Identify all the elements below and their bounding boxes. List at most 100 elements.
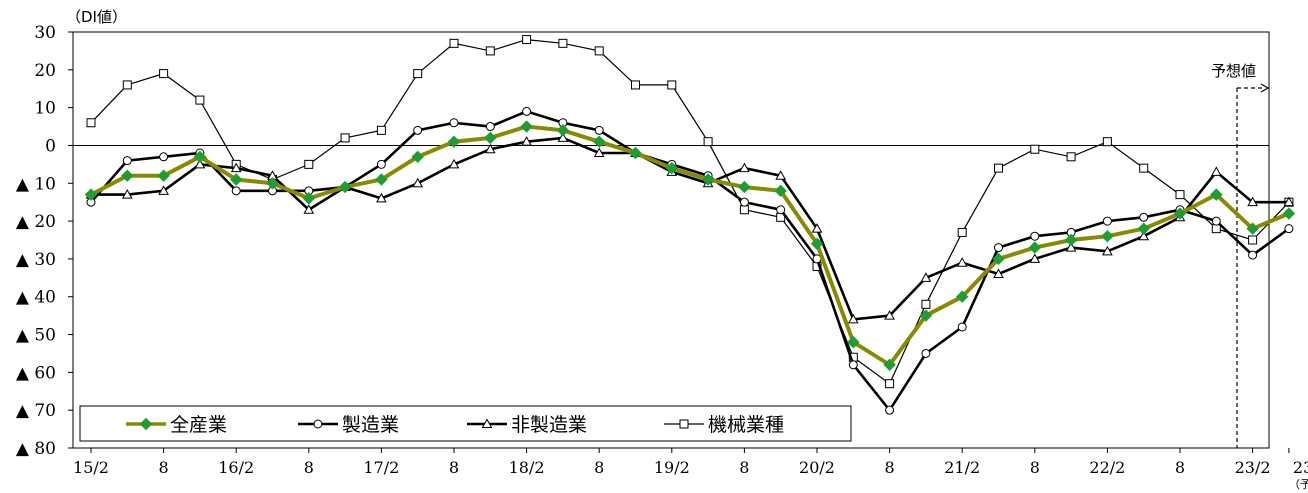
series-square bbox=[86, 35, 1294, 389]
data-point bbox=[412, 177, 424, 188]
data-point bbox=[1102, 216, 1112, 226]
data-point bbox=[376, 192, 387, 203]
data-point bbox=[703, 137, 713, 147]
data-point bbox=[629, 146, 642, 160]
x-axis: 15/2 8 16/2 8 17/2 8 18/2 8 19/2 8 20/2 8 21/2 8 22/2 8… bbox=[73, 448, 1308, 491]
legend-item: 非製造業 bbox=[467, 414, 587, 436]
legend-item: 製造業 bbox=[298, 414, 399, 436]
data-point bbox=[413, 69, 423, 79]
series-line bbox=[91, 136, 1289, 321]
data-point bbox=[921, 348, 931, 358]
y-tick-label: ▲ 60 bbox=[16, 363, 56, 383]
x-tick-label: 8 bbox=[885, 458, 895, 477]
data-point bbox=[994, 163, 1003, 173]
data-point bbox=[739, 162, 750, 173]
legend-item: 機械業種 bbox=[664, 414, 784, 436]
series-triangle bbox=[85, 132, 1295, 324]
data-point bbox=[86, 118, 96, 128]
x-tick-label: 8 bbox=[159, 458, 169, 477]
data-point bbox=[448, 158, 460, 169]
data-point bbox=[447, 135, 461, 148]
data-point bbox=[375, 173, 388, 186]
data-point bbox=[376, 125, 386, 135]
data-point bbox=[122, 80, 132, 90]
x-tick-label: 8 bbox=[1175, 458, 1185, 477]
x-tick-label: 15/2 bbox=[73, 458, 109, 477]
data-point bbox=[84, 188, 98, 201]
data-point bbox=[775, 170, 787, 180]
forecast-marker: 予想値 bbox=[1211, 62, 1270, 448]
data-point bbox=[1282, 207, 1296, 220]
data-point bbox=[159, 152, 169, 162]
data-point bbox=[883, 358, 896, 372]
data-point bbox=[884, 310, 895, 320]
data-point bbox=[121, 189, 133, 199]
data-point bbox=[484, 143, 496, 154]
x-tick-label: 21/2 bbox=[944, 458, 980, 477]
data-point bbox=[1139, 163, 1149, 173]
data-point bbox=[885, 405, 895, 415]
data-point bbox=[956, 257, 968, 267]
data-point bbox=[738, 180, 751, 194]
y-tick-label: ▲ 10 bbox=[16, 174, 56, 194]
y-tick-label: ▲ 40 bbox=[16, 288, 56, 308]
data-point bbox=[776, 205, 786, 215]
data-point bbox=[158, 185, 169, 195]
data-point bbox=[449, 38, 459, 48]
y-tick-label: 10 bbox=[34, 99, 56, 119]
y-tick-label: ▲ 30 bbox=[16, 250, 56, 270]
data-point bbox=[231, 186, 241, 196]
y-axis-unit: （DI値） bbox=[66, 8, 127, 26]
data-point bbox=[739, 205, 749, 215]
data-point bbox=[340, 133, 350, 143]
data-point bbox=[1065, 242, 1077, 252]
data-point bbox=[303, 204, 315, 214]
legend: 全産業 製造業 非製造業 機械業種 bbox=[79, 405, 852, 442]
forecast-label: 予想値 bbox=[1211, 62, 1256, 80]
data-point bbox=[1064, 233, 1078, 247]
data-point bbox=[1102, 137, 1112, 147]
data-point bbox=[1066, 152, 1076, 162]
forecast-arrow-head bbox=[1260, 83, 1270, 93]
data-point bbox=[811, 223, 823, 233]
x-tick-label: 17/2 bbox=[363, 458, 399, 477]
x-tick-label: 8 bbox=[594, 458, 604, 477]
data-point bbox=[810, 237, 824, 250]
x-tick-label: 16/2 bbox=[218, 458, 254, 477]
data-point bbox=[159, 69, 169, 79]
legend-marker bbox=[481, 418, 493, 428]
y-axis: 30 20 10 0 ▲ 10 ▲ 20 ▲ 30 ▲ 40 ▲ 50 ▲ 60 ▲ 70 ▲ 80 bbox=[16, 23, 73, 459]
data-point bbox=[1246, 222, 1259, 235]
data-point bbox=[485, 46, 495, 56]
data-point bbox=[631, 80, 640, 90]
series-layer bbox=[84, 35, 1296, 415]
data-point bbox=[1248, 235, 1258, 245]
data-point bbox=[1284, 224, 1294, 234]
data-point bbox=[1030, 231, 1040, 241]
data-point bbox=[919, 309, 933, 322]
data-point bbox=[1102, 245, 1113, 256]
data-point bbox=[266, 177, 279, 190]
data-point bbox=[665, 161, 679, 175]
data-point bbox=[1210, 166, 1222, 176]
y-tick-label: 20 bbox=[34, 61, 56, 81]
x-tick-label: 23/2 bbox=[1235, 458, 1271, 477]
legend-marker bbox=[313, 419, 323, 429]
plot-area bbox=[72, 31, 1270, 449]
legend-box bbox=[79, 405, 852, 442]
x-tick-label: 8 bbox=[449, 458, 459, 477]
data-point bbox=[521, 136, 532, 146]
data-point bbox=[122, 156, 132, 166]
data-point bbox=[195, 95, 205, 105]
data-point bbox=[847, 335, 860, 349]
data-point bbox=[957, 322, 967, 332]
data-point bbox=[1173, 207, 1187, 220]
y-tick-label: ▲ 80 bbox=[16, 439, 56, 459]
data-point bbox=[1248, 250, 1258, 260]
data-point bbox=[484, 131, 497, 145]
data-point bbox=[449, 118, 459, 128]
data-point bbox=[594, 125, 604, 135]
legend-label: 製造業 bbox=[342, 414, 399, 436]
data-point bbox=[701, 173, 715, 186]
data-point bbox=[774, 184, 787, 198]
